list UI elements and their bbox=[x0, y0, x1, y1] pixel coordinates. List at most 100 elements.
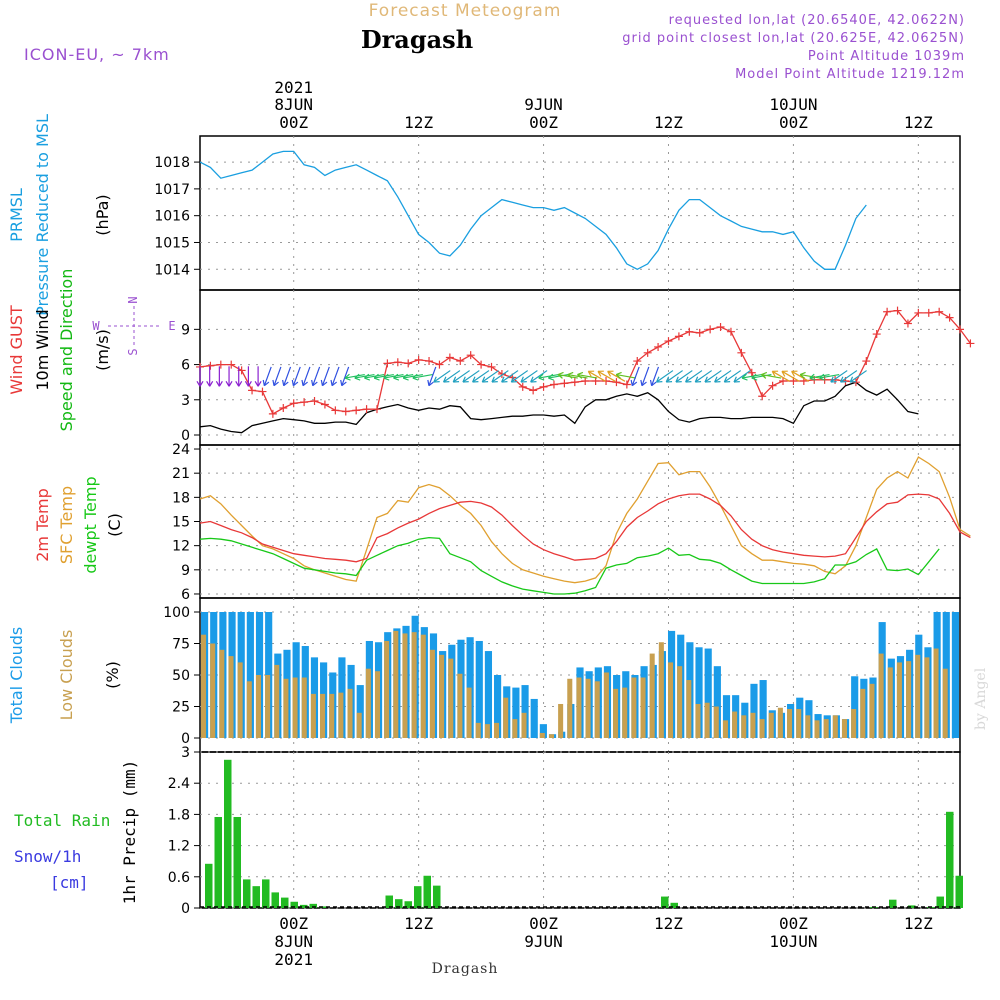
wind-arrow bbox=[383, 373, 404, 381]
low-cloud-bar bbox=[246, 681, 252, 738]
rain-bar bbox=[271, 892, 279, 908]
wind-arrow bbox=[244, 366, 252, 387]
clouds-axis-label: Total Clouds bbox=[7, 627, 26, 725]
gust-marker bbox=[945, 313, 954, 322]
gust-marker bbox=[716, 323, 725, 331]
gust-marker bbox=[425, 357, 434, 366]
total-cloud-bar bbox=[512, 687, 520, 738]
precip-frame bbox=[199, 751, 961, 909]
pressure-tick-label: 1016 bbox=[154, 209, 190, 225]
rain-bar bbox=[214, 817, 222, 908]
gust-marker bbox=[206, 361, 215, 370]
temp-tick-label: 18 bbox=[172, 490, 190, 506]
low-cloud-bar bbox=[265, 675, 271, 738]
rain-bar bbox=[243, 879, 251, 908]
wind-axis-label: 10m Wind bbox=[33, 309, 52, 390]
gust-marker bbox=[341, 407, 350, 416]
wind-tick-label: 0 bbox=[181, 428, 190, 444]
sfc-temp-series bbox=[199, 456, 971, 584]
gust-marker bbox=[726, 327, 735, 336]
gridpoint-coords: grid point closest lon,lat (20.625E, 42.… bbox=[622, 31, 965, 46]
wind-arrow bbox=[262, 366, 272, 387]
gust-marker bbox=[258, 387, 267, 396]
low-cloud-bar bbox=[338, 692, 344, 738]
pressure-tick-label: 1017 bbox=[154, 182, 190, 198]
gust-marker bbox=[935, 307, 944, 316]
wind-arrow bbox=[656, 370, 674, 383]
watermark: by Angel bbox=[973, 667, 989, 730]
wind-panel: 0 3 6 9 bbox=[181, 289, 975, 446]
gust-marker bbox=[352, 406, 361, 415]
gust-marker bbox=[602, 377, 611, 385]
temp-tick-label: 6 bbox=[181, 587, 190, 603]
wind-arrow bbox=[520, 370, 538, 383]
rain-bar bbox=[414, 886, 422, 908]
gust-marker bbox=[497, 369, 506, 378]
top-year-label: 2021 bbox=[274, 78, 313, 97]
low-cloud-bar bbox=[567, 678, 573, 738]
temperature-panel: 6 9 12 15 18 21 24 bbox=[172, 442, 971, 603]
rain-bar bbox=[889, 899, 897, 908]
low-cloud-bar bbox=[320, 693, 326, 738]
compass-rose: N S E W bbox=[92, 296, 175, 355]
wind-arrow bbox=[771, 370, 790, 382]
wind-arrow bbox=[557, 371, 578, 379]
low-cloud-bar bbox=[429, 649, 435, 738]
low-cloud-bar bbox=[732, 711, 738, 738]
gust-marker bbox=[456, 357, 465, 366]
gust-marker bbox=[903, 319, 912, 328]
clouds-panel: 0 25 50 75 100 bbox=[163, 597, 961, 753]
bottom-year-label: 2021 bbox=[274, 950, 313, 969]
total-cloud-bar bbox=[722, 695, 731, 738]
total-cloud-bar bbox=[539, 724, 547, 738]
low-cloud-bar bbox=[924, 657, 930, 738]
precip-tick-label: 3 bbox=[181, 745, 190, 761]
wind-arrow bbox=[630, 366, 640, 387]
wind-axis-label: Speed and Direction bbox=[57, 269, 76, 432]
low-cloud-bar bbox=[841, 719, 847, 738]
wind-arrow bbox=[819, 373, 840, 381]
wind-arrow bbox=[393, 373, 414, 381]
top-hour-label: 00Z bbox=[779, 113, 808, 132]
total-cloud-bar bbox=[851, 676, 859, 738]
gust-marker bbox=[518, 382, 527, 391]
clouds-tick-label: 25 bbox=[172, 700, 190, 716]
low-cloud-bar bbox=[768, 712, 774, 738]
gust-marker bbox=[581, 377, 590, 385]
low-cloud-bar bbox=[576, 677, 582, 738]
low-cloud-bar bbox=[457, 673, 463, 738]
low-cloud-bar bbox=[201, 634, 207, 738]
wind-arrow bbox=[538, 373, 559, 381]
low-cloud-bar bbox=[310, 693, 316, 738]
wind-arrow bbox=[433, 370, 451, 383]
low-cloud-bar bbox=[677, 666, 683, 738]
low-cloud-bar bbox=[805, 715, 811, 738]
rain-bar bbox=[670, 902, 678, 908]
rain-bar bbox=[252, 886, 260, 908]
low-cloud-bar bbox=[667, 662, 674, 738]
total-cloud-bar bbox=[246, 612, 254, 738]
wind-arrow bbox=[791, 370, 810, 382]
gust-marker bbox=[289, 399, 298, 408]
wind-arrow bbox=[402, 373, 423, 381]
wind-arrow bbox=[320, 366, 330, 387]
low-cloud-bar bbox=[393, 630, 399, 738]
low-cloud-bar bbox=[823, 719, 829, 738]
low-cloud-bar bbox=[374, 671, 381, 738]
dewpt-series bbox=[199, 536, 940, 595]
gust-marker bbox=[477, 360, 486, 369]
wind-arrow bbox=[235, 366, 243, 387]
low-cloud-bar bbox=[237, 662, 243, 738]
wind-arrow bbox=[340, 366, 350, 387]
low-cloud-bar bbox=[622, 687, 628, 738]
low-cloud-bar bbox=[466, 687, 472, 738]
precip-tick-label: 1.8 bbox=[168, 807, 190, 823]
wind-arrow bbox=[761, 371, 782, 379]
bottom-date-label: 8JUN bbox=[274, 932, 313, 951]
precip-tick-label: 0 bbox=[181, 901, 190, 917]
low-cloud-bar bbox=[594, 681, 600, 738]
rain-bar bbox=[908, 905, 916, 908]
pressure-tick-label: 1014 bbox=[154, 262, 190, 278]
clouds-tick-label: 75 bbox=[172, 637, 190, 653]
precip-tick-label: 1.2 bbox=[168, 839, 190, 855]
